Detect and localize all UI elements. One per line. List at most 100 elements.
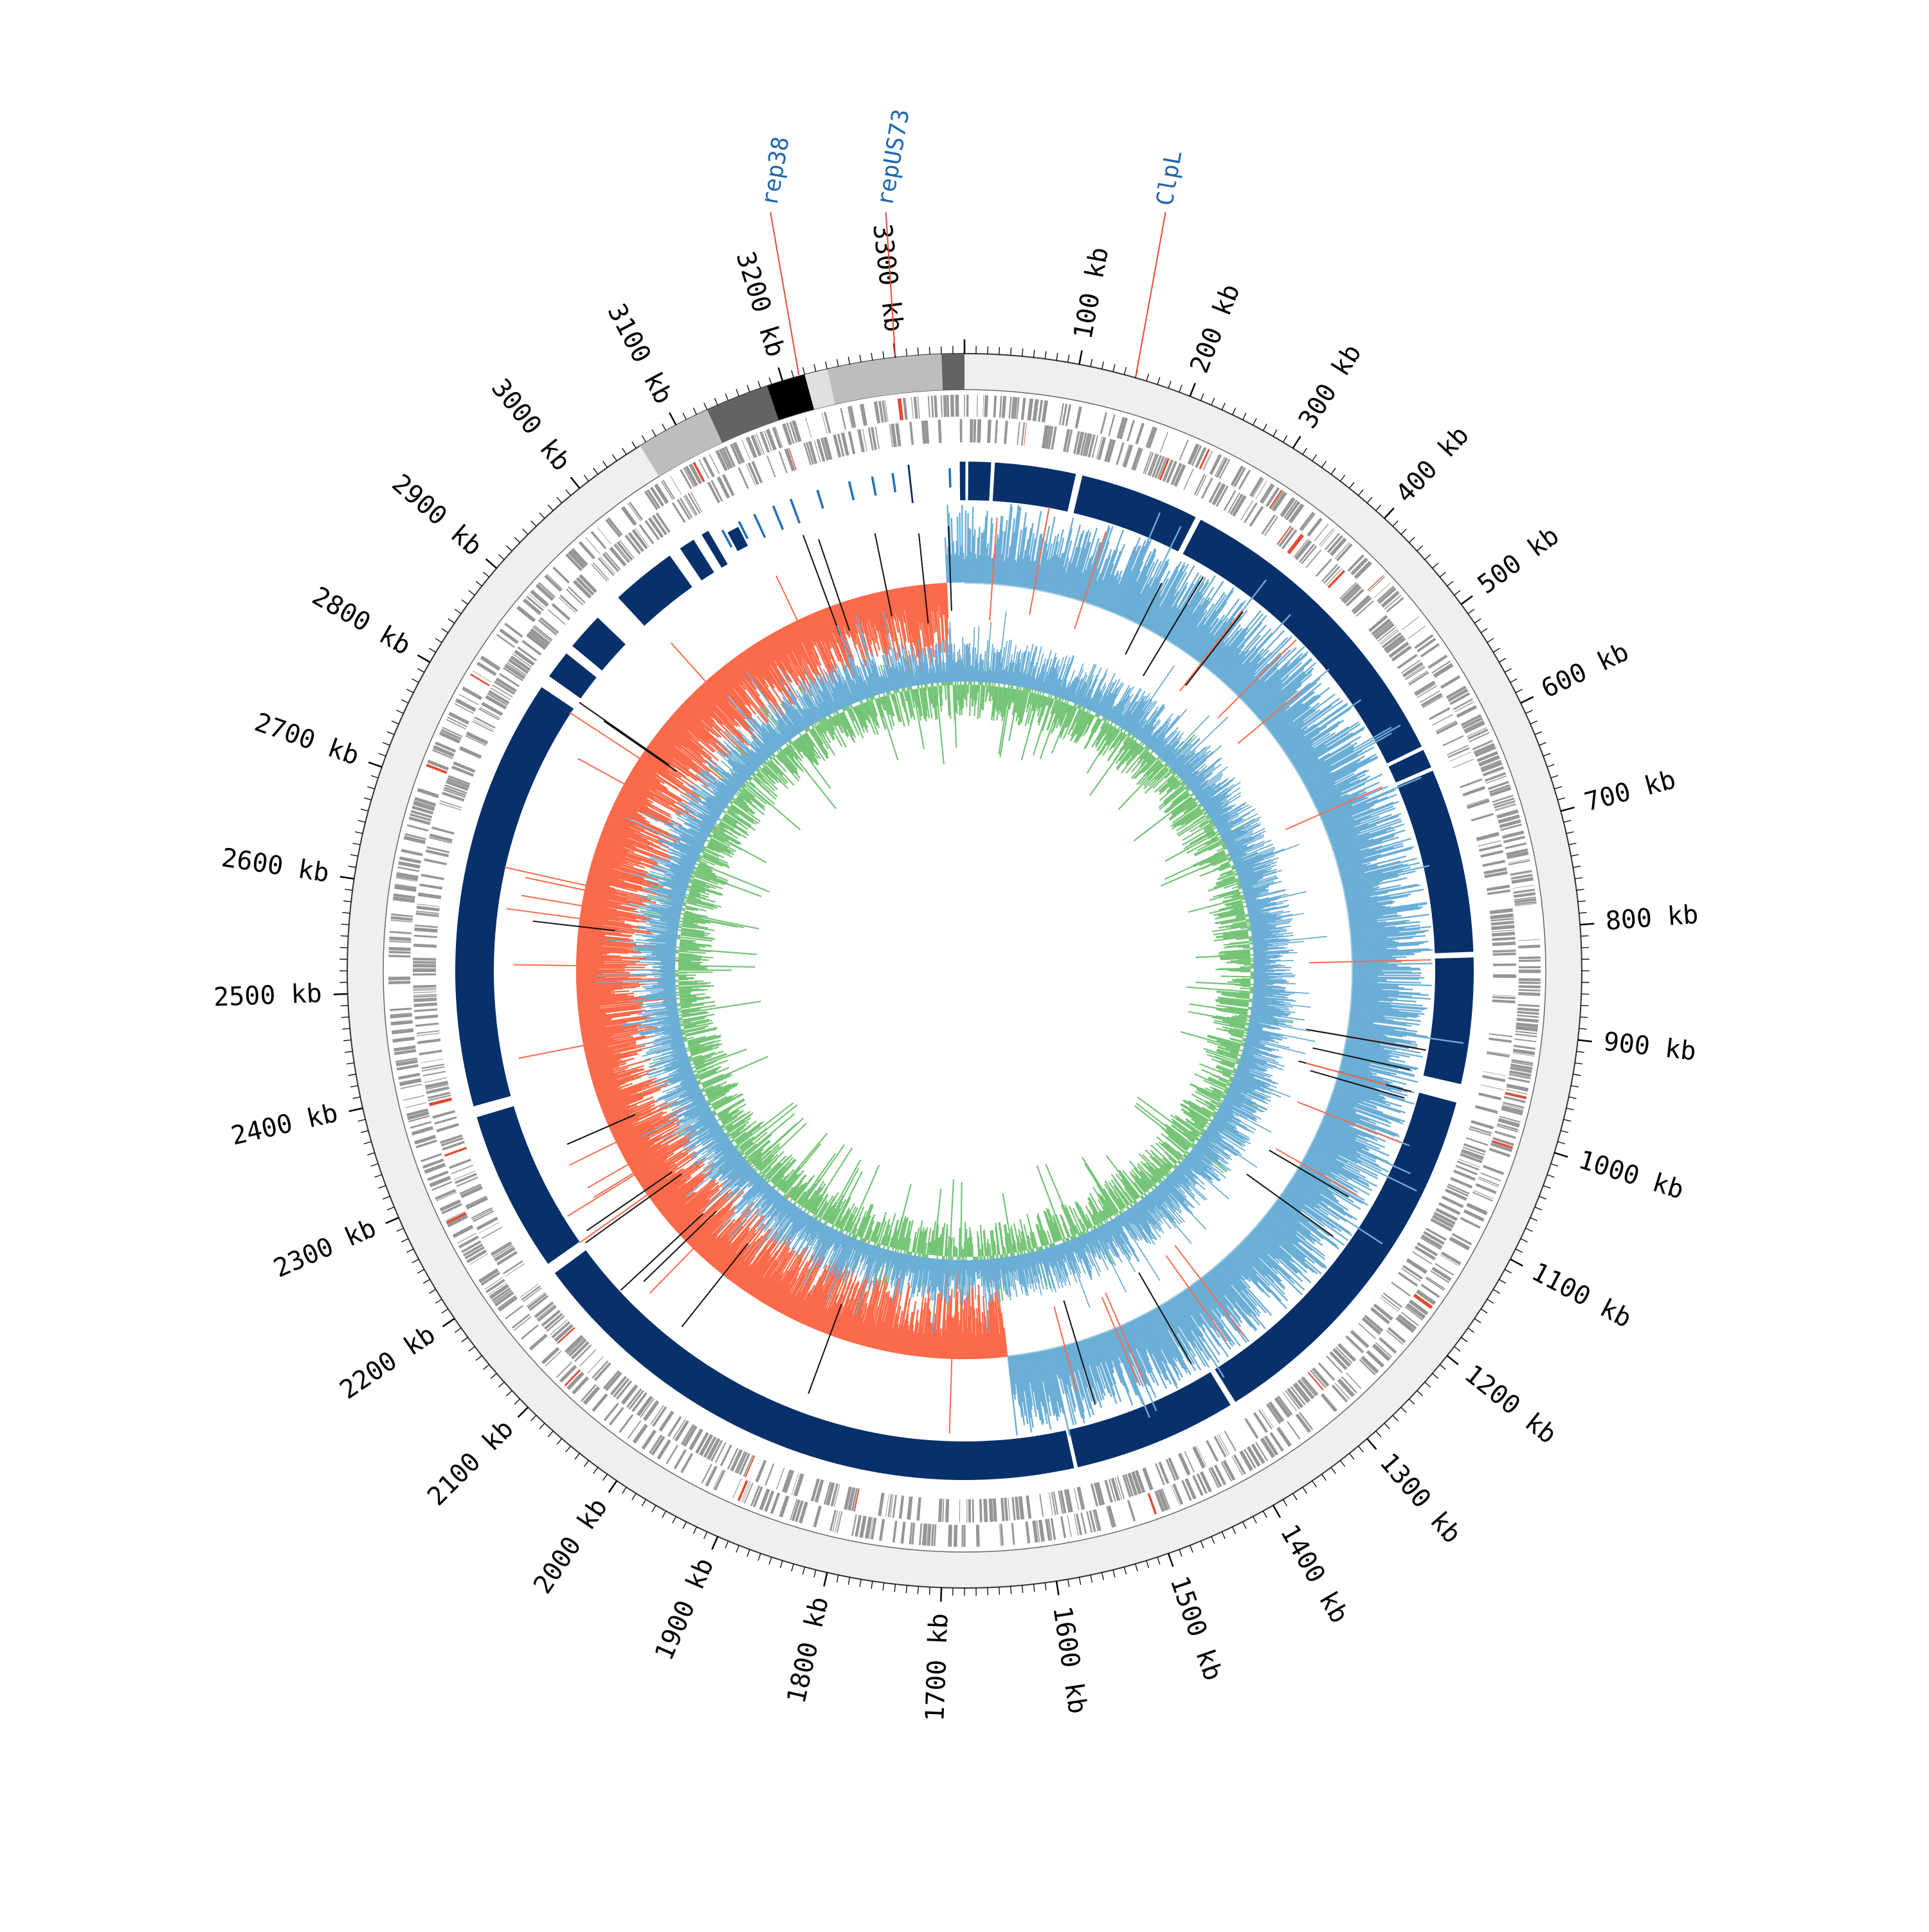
minor-tick	[736, 1546, 739, 1553]
minor-tick	[642, 1499, 646, 1506]
minor-tick	[693, 408, 696, 415]
minor-tick	[1425, 554, 1431, 559]
minor-tick	[1033, 1584, 1034, 1592]
cds-feature	[943, 395, 947, 417]
cds-feature	[948, 1525, 952, 1547]
cds-feature	[1253, 1412, 1268, 1432]
minor-tick	[814, 365, 816, 372]
cds-feature	[1492, 995, 1516, 996]
cds-feature	[413, 989, 437, 991]
cds-feature	[960, 419, 963, 442]
minor-tick	[1474, 618, 1481, 623]
minor-tick	[350, 1085, 358, 1087]
minor-tick	[498, 1382, 504, 1387]
cds-feature	[413, 957, 436, 961]
cds-feature	[955, 395, 959, 417]
cds-feature	[392, 1036, 414, 1042]
cds-feature	[414, 1002, 437, 1007]
cds-feature	[950, 395, 954, 417]
cds-feature	[1493, 964, 1516, 966]
cds-feature	[776, 1468, 784, 1490]
cds-feature	[1287, 1421, 1301, 1440]
minor-tick	[1322, 1474, 1327, 1481]
cds-feature	[1075, 406, 1082, 428]
cds-feature	[1480, 850, 1503, 858]
cds-feature	[472, 721, 493, 732]
minor-tick	[780, 1560, 783, 1567]
cds-feature	[1517, 1015, 1539, 1018]
tick-label: 500 kb	[1472, 521, 1565, 600]
minor-tick	[1557, 798, 1565, 800]
cds-feature	[946, 395, 949, 417]
minor-tick	[417, 669, 424, 673]
minor-tick	[603, 461, 608, 467]
minor-tick	[1243, 413, 1246, 420]
cds-feature	[984, 395, 988, 417]
minor-tick	[350, 854, 358, 856]
cds-feature	[766, 455, 776, 477]
cds-feature	[1026, 1495, 1031, 1519]
minor-tick	[435, 1299, 442, 1303]
cds-feature	[587, 1357, 603, 1374]
cds-feature	[914, 397, 918, 419]
cds-feature	[1472, 1191, 1493, 1201]
minor-tick	[1569, 843, 1577, 844]
cds-feature	[1475, 1105, 1498, 1114]
cds-feature	[999, 396, 1002, 418]
cds-feature	[977, 395, 978, 417]
cds-feature	[903, 398, 908, 420]
cds-feature	[436, 1123, 459, 1133]
cds-feature	[505, 1305, 523, 1319]
minor-tick	[401, 1239, 408, 1242]
major-tick	[1554, 1153, 1568, 1157]
tick-label: 1100 kb	[1526, 1257, 1636, 1333]
cds-feature	[390, 1007, 412, 1011]
minor-tick	[837, 359, 838, 366]
minor-tick	[1136, 1564, 1137, 1571]
cds-feature	[459, 746, 482, 759]
minor-tick	[1312, 455, 1317, 461]
minor-tick	[548, 505, 553, 510]
tick-label: 700 kb	[1581, 765, 1678, 818]
cds-feature	[1408, 626, 1426, 639]
cds-feature	[389, 947, 411, 951]
minor-tick	[1569, 1097, 1577, 1098]
minor-tick	[1200, 1541, 1204, 1548]
minor-tick	[603, 1474, 608, 1481]
minor-tick	[506, 546, 512, 551]
minor-tick	[1293, 1494, 1297, 1500]
cds-feature	[413, 988, 436, 990]
tick-label: 2700 kb	[251, 707, 363, 771]
minor-tick	[1376, 505, 1381, 510]
minor-tick	[1068, 1579, 1069, 1587]
minor-tick	[1571, 1085, 1579, 1087]
blast-hit-block	[476, 1106, 579, 1264]
cds-feature	[1462, 786, 1485, 797]
minor-tick	[1340, 475, 1345, 482]
gc-skew-spike	[579, 703, 669, 765]
minor-tick	[341, 935, 349, 936]
cds-feature	[1517, 1011, 1539, 1015]
minor-tick	[539, 1423, 545, 1429]
cds-feature	[1127, 1500, 1136, 1521]
cds-feature	[1516, 1018, 1538, 1023]
cds-feature	[1517, 1007, 1539, 1011]
cds-feature	[432, 1110, 455, 1119]
blast-hit-block	[968, 462, 991, 501]
cds-feature	[1482, 1075, 1505, 1082]
tick-label: 2500 kb	[213, 979, 322, 1012]
minor-tick	[1510, 679, 1517, 683]
cds-feature	[462, 687, 482, 700]
minor-tick	[367, 786, 374, 789]
gc-skew-bar	[962, 505, 963, 582]
minor-tick	[662, 1511, 666, 1518]
cds-feature	[805, 417, 811, 438]
cds-feature	[938, 420, 942, 443]
minor-tick	[1543, 1186, 1550, 1188]
cds-feature	[677, 499, 691, 519]
minor-tick	[442, 1309, 448, 1314]
cds-feature	[1492, 999, 1516, 1003]
minor-tick	[693, 1527, 696, 1534]
gc-skew-bar	[957, 517, 959, 582]
